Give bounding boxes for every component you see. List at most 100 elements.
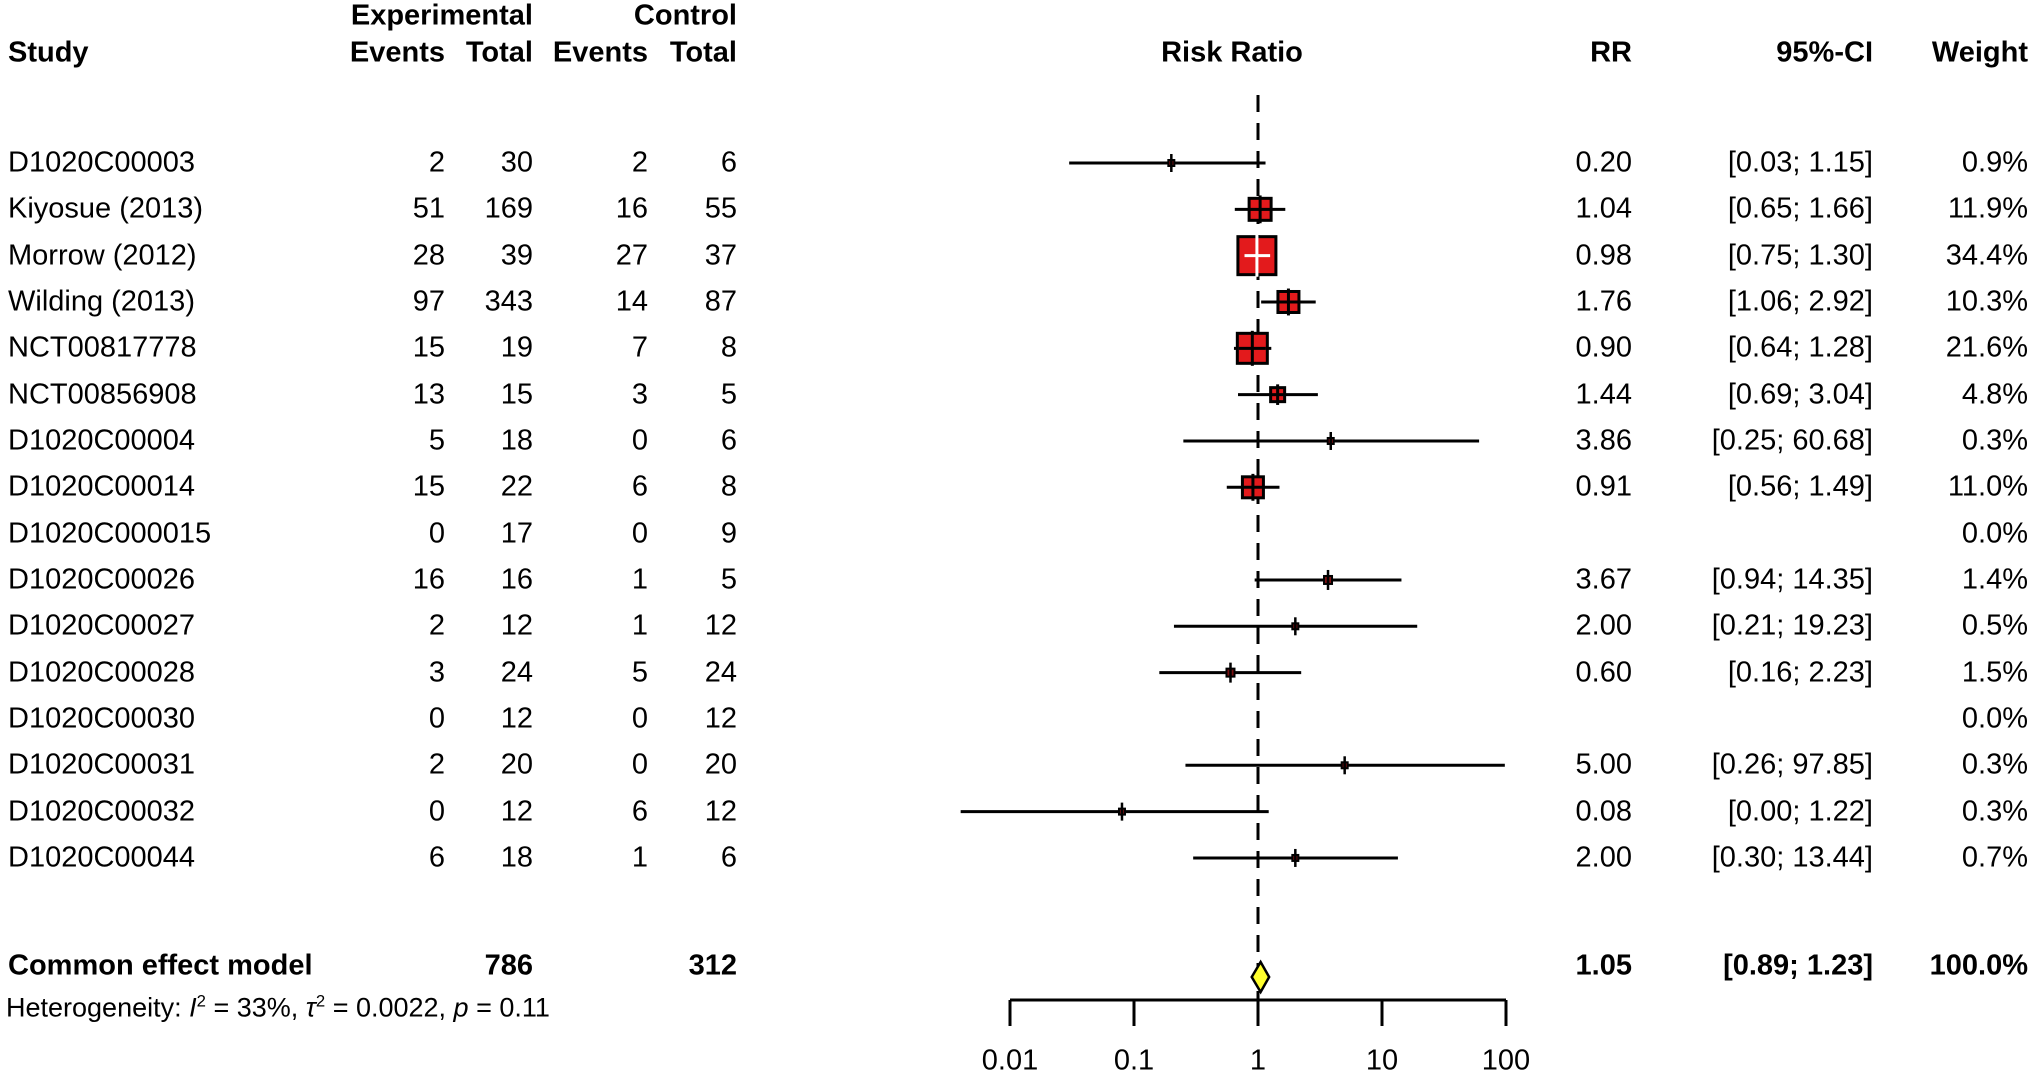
rr-value: 1.76 xyxy=(1575,285,1632,318)
rr-value: 0.90 xyxy=(1575,331,1632,364)
study-name: D1020C00044 xyxy=(8,841,196,874)
ci-value: [1.06; 2.92] xyxy=(1727,285,1873,318)
summary-ci-value: [0.89; 1.23] xyxy=(1723,949,1873,982)
exp-events: 5 xyxy=(428,424,445,457)
exp-total: 19 xyxy=(500,331,533,364)
rr-value: 3.86 xyxy=(1575,424,1632,457)
study-name: D1020C00030 xyxy=(8,702,196,735)
rr-value: 0.60 xyxy=(1575,656,1632,689)
exp-total: 24 xyxy=(500,656,533,689)
rr-value: 0.91 xyxy=(1575,470,1632,503)
ci-value: [0.16; 2.23] xyxy=(1727,656,1873,689)
ctrl-total: 6 xyxy=(720,146,737,179)
weight-value: 1.4% xyxy=(1961,563,2028,596)
weight-value: 11.9% xyxy=(1947,192,2028,225)
exp-total: 17 xyxy=(500,517,533,550)
rr-value: 2.00 xyxy=(1575,841,1632,874)
weight-value: 0.3% xyxy=(1961,748,2028,781)
rr-value: 2.00 xyxy=(1575,609,1632,642)
study-name: D1020C00028 xyxy=(8,656,196,689)
ctrl-events: 7 xyxy=(631,331,648,364)
weight-value: 0.7% xyxy=(1961,841,2028,874)
ctrl-total: 12 xyxy=(704,702,737,735)
column-header-exp-total: Total xyxy=(465,36,533,69)
ctrl-total: 55 xyxy=(704,192,737,225)
rr-value: 0.98 xyxy=(1575,239,1632,272)
exp-events: 0 xyxy=(428,795,445,828)
ctrl-events: 1 xyxy=(631,563,648,596)
weight-value: 0.0% xyxy=(1961,702,2028,735)
exp-events: 2 xyxy=(428,146,445,179)
exp-events: 16 xyxy=(412,563,445,596)
ci-value: [0.64; 1.28] xyxy=(1727,331,1873,364)
weight-value: 34.4% xyxy=(1945,239,2028,272)
column-header-ci: 95%-CI xyxy=(1776,36,1873,69)
weight-value: 4.8% xyxy=(1961,378,2028,411)
summary-weight: 100.0% xyxy=(1929,949,2028,982)
study-name: D1020C00004 xyxy=(8,424,196,457)
column-header-study: Study xyxy=(8,36,89,69)
axis-tick-label: 10 xyxy=(1366,1045,1398,1077)
rr-value: 0.20 xyxy=(1575,146,1632,179)
axis-tick-label: 100 xyxy=(1482,1045,1530,1077)
exp-total: 22 xyxy=(500,470,533,503)
ci-value: [0.94; 14.35] xyxy=(1711,563,1873,596)
ctrl-events: 16 xyxy=(615,192,648,225)
axis-tick-label: 0.1 xyxy=(1114,1045,1154,1077)
exp-events: 97 xyxy=(412,285,445,318)
summary-diamond xyxy=(1250,959,1271,995)
ci-value: [0.30; 13.44] xyxy=(1711,841,1873,874)
rr-value: 1.44 xyxy=(1575,378,1632,411)
weight-value: 10.3% xyxy=(1945,285,2028,318)
ctrl-events: 27 xyxy=(615,239,648,272)
exp-events: 0 xyxy=(428,517,445,550)
ctrl-events: 0 xyxy=(631,702,648,735)
ctrl-events: 2 xyxy=(631,146,648,179)
ctrl-total: 9 xyxy=(720,517,737,550)
rr-value: 0.08 xyxy=(1575,795,1632,828)
heterogeneity-text: Heterogeneity: I2 = 33%, τ2 = 0.0022, p … xyxy=(6,991,550,1023)
ctrl-total: 87 xyxy=(704,285,737,318)
study-name: NCT00856908 xyxy=(8,378,197,411)
ctrl-total: 6 xyxy=(720,841,737,874)
axis-tick-label: 1 xyxy=(1250,1045,1266,1077)
ctrl-total: 12 xyxy=(704,795,737,828)
ctrl-events: 14 xyxy=(615,285,648,318)
ctrl-events: 6 xyxy=(631,470,648,503)
ci-value: [0.69; 3.04] xyxy=(1727,378,1873,411)
study-name: D1020C00014 xyxy=(8,470,196,503)
ctrl-events: 1 xyxy=(631,609,648,642)
exp-events: 6 xyxy=(428,841,445,874)
rr-value: 3.67 xyxy=(1575,563,1632,596)
ctrl-total: 8 xyxy=(720,470,737,503)
column-header-rr: RR xyxy=(1590,36,1632,69)
exp-total: 12 xyxy=(500,795,533,828)
ctrl-events: 0 xyxy=(631,517,648,550)
exp-events: 2 xyxy=(428,609,445,642)
column-header-risk-ratio: Risk Ratio xyxy=(1161,36,1303,69)
ctrl-total: 20 xyxy=(704,748,737,781)
rr-value: 5.00 xyxy=(1575,748,1632,781)
exp-events: 2 xyxy=(428,748,445,781)
column-header-weight: Weight xyxy=(1931,36,2028,69)
study-name: NCT00817778 xyxy=(8,331,197,364)
ci-value: [0.56; 1.49] xyxy=(1727,470,1873,503)
exp-total: 18 xyxy=(500,841,533,874)
exp-total: 20 xyxy=(500,748,533,781)
study-name: D1020C000015 xyxy=(8,517,212,550)
exp-events: 0 xyxy=(428,702,445,735)
summary-rr-value: 1.05 xyxy=(1575,949,1632,982)
summary-exp-total: 786 xyxy=(484,949,533,982)
ctrl-total: 6 xyxy=(720,424,737,457)
exp-events: 3 xyxy=(428,656,445,689)
ctrl-total: 5 xyxy=(720,563,737,596)
ctrl-events: 5 xyxy=(631,656,648,689)
ci-value: [0.00; 1.22] xyxy=(1727,795,1873,828)
ctrl-events: 0 xyxy=(631,424,648,457)
exp-total: 39 xyxy=(500,239,533,272)
column-header-control: Control xyxy=(633,0,737,32)
rr-value: 1.04 xyxy=(1575,192,1632,225)
exp-events: 51 xyxy=(412,192,445,225)
exp-total: 16 xyxy=(500,563,533,596)
